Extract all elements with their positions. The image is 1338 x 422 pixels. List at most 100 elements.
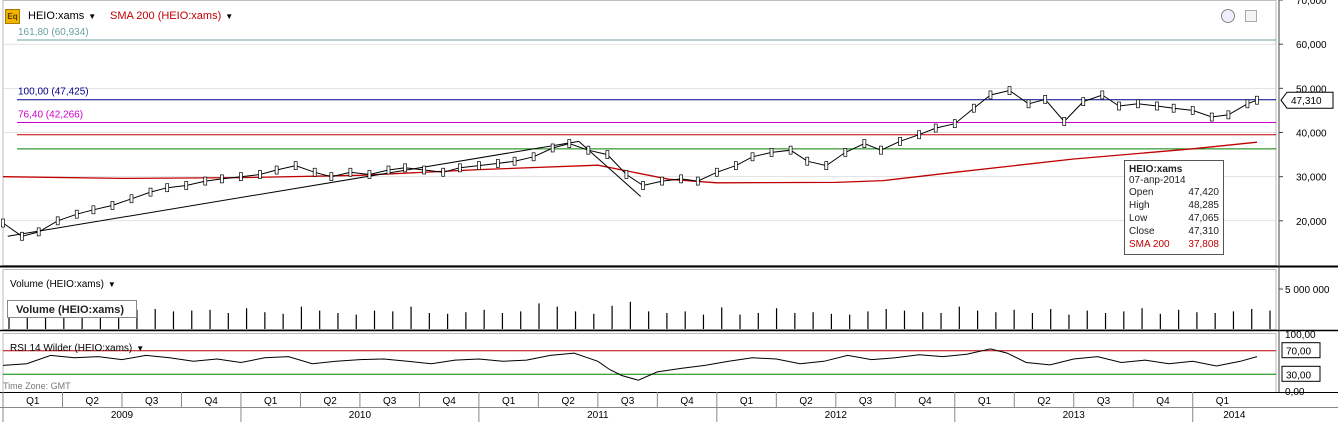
- price-candle: [1155, 101, 1159, 111]
- infobox-value: 48,285: [1188, 200, 1219, 211]
- price-candle: [165, 183, 170, 193]
- infobox-row-sma: SMA 200 37,808: [1129, 238, 1219, 251]
- sma-dropdown[interactable]: SMA 200 (HEIO:xams) ▼: [110, 10, 233, 22]
- y-tick-label: 30,000: [1296, 173, 1327, 184]
- price-candle: [20, 231, 24, 241]
- price-candle: [386, 165, 391, 175]
- price-candle: [714, 167, 719, 177]
- y-tick-label: 40,000: [1296, 129, 1327, 140]
- price-candle: [1, 218, 5, 228]
- quarter-label: Q4: [1156, 396, 1170, 407]
- price-candle: [971, 103, 976, 113]
- y-tick-label: 50,000: [1296, 84, 1327, 95]
- quarter-label: Q1: [264, 396, 278, 407]
- symbol-label: HEIO:xams: [28, 10, 85, 22]
- infobox-date: 07-апр-2014: [1129, 175, 1186, 186]
- infobox-label: Close: [1129, 226, 1155, 237]
- quarter-label: Q2: [799, 396, 813, 407]
- infobox-row: Close 47,310: [1129, 225, 1219, 238]
- price-candle: [512, 156, 517, 166]
- dropdown-arrow-icon: ▼: [88, 12, 97, 21]
- price-candle: [1081, 97, 1086, 106]
- price-candle: [203, 176, 208, 186]
- symbol-dropdown[interactable]: HEIO:xams ▼: [28, 10, 96, 22]
- price-candle: [550, 143, 555, 153]
- price-candle: [641, 181, 645, 190]
- clock-icon[interactable]: [1221, 9, 1235, 23]
- price-candle: [496, 159, 500, 168]
- price-candle: [1209, 112, 1214, 122]
- dropdown-arrow-icon: ▼: [225, 12, 234, 21]
- price-candle: [679, 174, 683, 184]
- price-candle: [348, 167, 353, 177]
- volume-pane-title[interactable]: Volume (HEIO:xams) ▼: [10, 279, 116, 290]
- infobox-value: 37,808: [1188, 239, 1219, 250]
- price-candle: [695, 176, 700, 186]
- price-candle: [567, 139, 572, 148]
- quarter-label: Q3: [383, 396, 397, 407]
- quarter-label: Q1: [26, 396, 40, 407]
- price-candle: [274, 165, 279, 175]
- price-candle: [862, 139, 867, 148]
- dropdown-arrow-icon: ▼: [107, 280, 116, 289]
- price-candle: [1255, 95, 1259, 105]
- year-label: 2012: [825, 410, 848, 421]
- price-candle: [1007, 86, 1012, 95]
- y-tick-label: 60,000: [1296, 40, 1327, 51]
- price-candle: [879, 145, 883, 155]
- rsi-band-label: 30,00: [1286, 370, 1311, 381]
- price-line: [2, 89, 1258, 237]
- price-candle: [1226, 110, 1231, 120]
- quarter-label: Q2: [324, 396, 338, 407]
- price-candle: [403, 163, 407, 173]
- infobox-title: HEIO:xams: [1129, 164, 1183, 175]
- price-candle: [531, 152, 536, 162]
- y-tick-label: 70,000: [1296, 0, 1327, 7]
- price-candle: [458, 163, 462, 173]
- equity-icon[interactable]: Eq: [5, 9, 20, 24]
- quarter-label: Q2: [561, 396, 575, 407]
- volume-tick-label: 5 000 000: [1285, 285, 1330, 296]
- price-candle: [1136, 99, 1140, 109]
- year-label: 2009: [111, 410, 134, 421]
- price-candle: [660, 176, 664, 186]
- infobox-value: 47,310: [1188, 226, 1219, 237]
- year-label: 2011: [587, 410, 609, 421]
- price-candle: [1043, 95, 1048, 104]
- quarter-label: Q3: [621, 396, 635, 407]
- price-candle: [1190, 106, 1195, 115]
- price-candle: [110, 201, 115, 210]
- pane-frame: [2, 333, 1277, 393]
- infobox-value: 47,065: [1188, 213, 1219, 224]
- price-candle: [805, 156, 810, 166]
- price-candle: [1171, 103, 1176, 113]
- price-candle: [422, 165, 427, 175]
- price-candle: [917, 130, 921, 140]
- quarter-label: Q3: [145, 396, 159, 407]
- maximize-icon[interactable]: [1245, 10, 1257, 22]
- level-label: 100,00 (47,425): [18, 87, 89, 98]
- rsi-band-flag: [1281, 365, 1321, 382]
- sma-label: SMA 200 (HEIO:xams): [110, 10, 222, 22]
- quarter-label: Q4: [680, 396, 694, 407]
- price-candle: [933, 123, 938, 133]
- dropdown-arrow-icon: ▼: [136, 344, 145, 353]
- infobox-label: Low: [1129, 213, 1148, 224]
- last-price-label: 47,310: [1291, 96, 1322, 107]
- price-candle: [750, 152, 755, 162]
- price-candle: [769, 148, 774, 157]
- quarter-label: Q4: [205, 396, 219, 407]
- quarter-label: Q1: [978, 396, 992, 407]
- price-candle: [1100, 90, 1105, 100]
- rsi-tick-label: 100,00: [1285, 330, 1316, 341]
- quarter-label: Q3: [1097, 396, 1111, 407]
- infobox-row: Low 47,065: [1129, 212, 1219, 225]
- price-candle: [952, 119, 957, 129]
- rsi-pane-title[interactable]: RSI 14 Wilder (HEIO:xams) ▼: [10, 343, 144, 354]
- price-candle: [898, 136, 902, 146]
- quarter-label: Q1: [1216, 396, 1230, 407]
- year-label: 2010: [349, 410, 372, 421]
- price-candle: [441, 167, 446, 177]
- level-label: 161,80 (60,934): [18, 27, 89, 38]
